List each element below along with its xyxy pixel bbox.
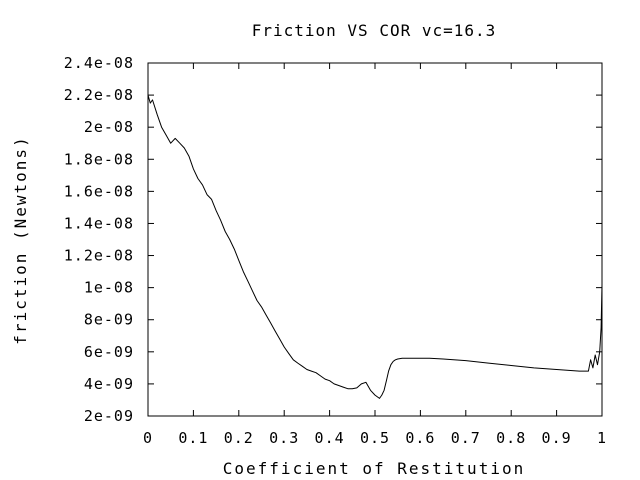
y-tick-label: 1.8e-08: [64, 150, 134, 168]
x-tick-label: 0.8: [496, 429, 526, 447]
x-tick-label: 0.5: [360, 429, 390, 447]
y-tick-label: 2e-08: [84, 118, 134, 136]
y-tick-label: 8e-09: [84, 311, 134, 329]
x-tick-label: 0.1: [178, 429, 208, 447]
series-line: [147, 94, 603, 399]
x-axis-label: Coefficient of Restitution: [223, 459, 525, 478]
y-tick-label: 2.2e-08: [64, 86, 134, 104]
y-axis: 2e-09 4e-09 6e-09 8e-09 1e-08 1.2e-08 1.4e-08 1…: [64, 54, 602, 425]
y-axis-label: friction (Newtons): [11, 135, 30, 344]
y-tick-label: 4e-09: [84, 375, 134, 393]
y-tick-label: 2e-09: [84, 407, 134, 425]
chart-title: Friction VS COR vc=16.3: [252, 21, 497, 40]
y-tick-label: 2.4e-08: [64, 54, 134, 72]
x-tick-label: 0: [143, 429, 153, 447]
x-tick-label: 0.4: [315, 429, 345, 447]
series-layer: [147, 94, 603, 399]
plot-frame: [147, 62, 603, 417]
y-tick-label: 1.6e-08: [64, 182, 134, 200]
x-tick-label: 1: [597, 429, 607, 447]
y-tick-label: 1.4e-08: [64, 214, 134, 232]
y-tick-label: 1.2e-08: [64, 247, 134, 265]
x-axis: 0 0.1 0.2 0.3 0.4 0.5 0.6 0.7 0.8 0.9 1: [143, 63, 607, 447]
x-tick-label: 0.7: [451, 429, 481, 447]
x-tick-label: 0.6: [405, 429, 435, 447]
x-tick-label: 0.2: [224, 429, 254, 447]
x-tick-label: 0.3: [269, 429, 299, 447]
y-tick-label: 1e-08: [84, 279, 134, 297]
y-tick-label: 6e-09: [84, 343, 134, 361]
x-tick-label: 0.9: [542, 429, 572, 447]
